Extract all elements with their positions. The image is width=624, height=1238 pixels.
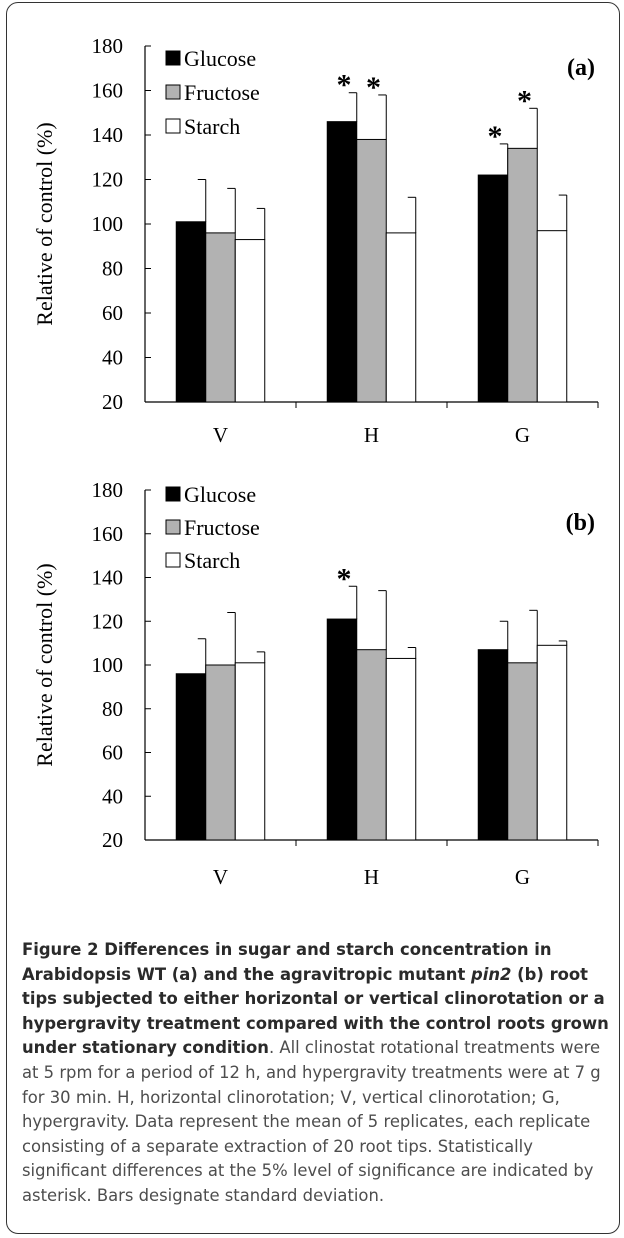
- bar-glucose: [477, 649, 509, 841]
- legend-label: Starch: [184, 114, 240, 139]
- bar-glucose: [326, 121, 358, 403]
- bar-glucose: [477, 174, 509, 403]
- bar-fructose: [507, 147, 538, 403]
- y-tick-label: 140: [92, 123, 124, 147]
- bar-glucose: [175, 673, 207, 841]
- y-tick-label: 140: [92, 566, 124, 590]
- legend-label: Glucose: [184, 482, 256, 507]
- significance-asterisk: *: [337, 69, 352, 102]
- significance-asterisk: *: [517, 84, 532, 117]
- y-tick-label: 60: [102, 741, 123, 765]
- x-tick-label: H: [364, 865, 379, 889]
- y-tick-label: 160: [92, 79, 124, 103]
- y-tick-label: 20: [102, 828, 123, 852]
- caption-lead-part-1: Figure 2 Differences in sugar and starch…: [22, 940, 552, 984]
- legend-label: Starch: [184, 548, 240, 573]
- bar-glucose: [175, 221, 207, 403]
- bar-glucose: [326, 618, 358, 841]
- y-tick-label: 180: [92, 478, 124, 502]
- bar-fructose: [356, 138, 387, 403]
- bar-fructose: [356, 649, 387, 841]
- legend-swatch-starch: [165, 552, 181, 568]
- chart-panel-a: 20 40 60 80 100 120 140 160 180 Relative of contr…: [32, 34, 599, 447]
- legend-label: Fructose: [184, 80, 260, 105]
- y-tick-label: 120: [92, 168, 124, 192]
- y-tick-label: 60: [102, 301, 123, 325]
- bar-starch: [234, 662, 266, 841]
- legend-label: Fructose: [184, 515, 260, 540]
- y-axis-label: Relative of control (%): [32, 122, 57, 325]
- bar-fructose: [507, 662, 538, 841]
- y-tick-label: 80: [102, 257, 123, 281]
- bar-starch: [536, 644, 568, 841]
- bar-starch: [385, 232, 417, 403]
- caption-lead-part-2: (b) root tips subjected to either horizo…: [22, 964, 609, 1058]
- y-tick-label: 100: [92, 212, 124, 236]
- legend-swatch-fructose: [165, 84, 181, 100]
- caption-body: . All clinostat rotational treatments we…: [22, 1038, 601, 1205]
- legend-swatch-glucose: [165, 486, 181, 502]
- y-tick-label: 100: [92, 653, 124, 677]
- caption-lead-italic: pin2: [471, 964, 512, 984]
- y-tick-label: 40: [102, 346, 123, 370]
- y-tick-label: 120: [92, 609, 124, 633]
- panel-label: (b): [566, 510, 595, 536]
- x-tick-label: V: [213, 423, 228, 447]
- significance-asterisk: *: [488, 120, 503, 153]
- bar-starch: [536, 230, 568, 403]
- bar-starch: [385, 657, 417, 841]
- y-tick-label: 20: [102, 390, 123, 414]
- bar-fructose: [205, 664, 236, 841]
- figure-caption: Figure 2 Differences in sugar and starch…: [22, 938, 610, 1209]
- x-tick-label: G: [515, 865, 530, 889]
- y-axis-label: Relative of control (%): [32, 563, 57, 766]
- bar-starch: [234, 239, 266, 403]
- significance-asterisk: *: [366, 71, 381, 104]
- chart-panel-b: 20 40 60 80 100 120 140 160 180 Relative of contr…: [32, 478, 599, 889]
- bar-fructose: [205, 232, 236, 403]
- x-tick-label: V: [213, 865, 228, 889]
- y-tick-label: 80: [102, 697, 123, 721]
- significance-asterisk: *: [337, 562, 352, 595]
- legend-swatch-starch: [165, 118, 181, 134]
- x-tick-label: G: [515, 423, 530, 447]
- legend-label: Glucose: [184, 46, 256, 71]
- legend-swatch-glucose: [165, 50, 181, 66]
- panel-label: (a): [567, 55, 595, 81]
- y-tick-label: 40: [102, 784, 123, 808]
- figure-frame: [6, 2, 620, 1234]
- legend-swatch-fructose: [165, 519, 181, 535]
- caption-lead: Figure 2 Differences in sugar and starch…: [22, 940, 609, 1057]
- x-tick-label: H: [364, 423, 379, 447]
- y-tick-label: 180: [92, 34, 124, 58]
- y-tick-label: 160: [92, 522, 124, 546]
